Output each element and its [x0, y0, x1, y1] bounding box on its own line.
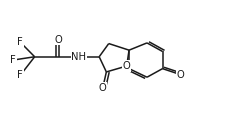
- Text: O: O: [55, 35, 62, 45]
- Text: NH: NH: [71, 52, 86, 62]
- Text: O: O: [99, 83, 107, 93]
- Text: F: F: [17, 37, 23, 47]
- Text: F: F: [10, 55, 16, 65]
- Text: O: O: [123, 61, 130, 71]
- Text: F: F: [17, 70, 23, 80]
- Text: O: O: [177, 70, 184, 80]
